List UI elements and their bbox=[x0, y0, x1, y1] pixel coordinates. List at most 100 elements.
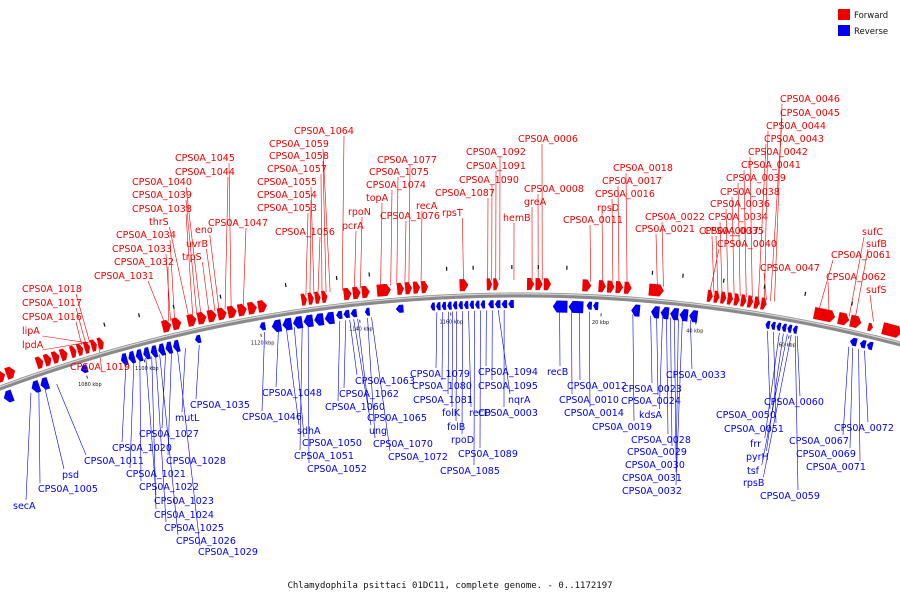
forward-gene-label: CPS0A_0062 bbox=[826, 272, 886, 283]
leader-line bbox=[719, 221, 723, 294]
forward-gene-arrow bbox=[623, 281, 632, 294]
forward-gene-label: CPS0A_1033 bbox=[112, 244, 172, 255]
reverse-gene-label: CPS0A_0050 bbox=[716, 410, 776, 421]
reverse-gene-arrow bbox=[350, 309, 358, 318]
reverse-gene-arrow bbox=[771, 321, 776, 330]
leader-line bbox=[139, 359, 142, 482]
forward-gene-label: rpoN bbox=[348, 207, 371, 218]
leader-line bbox=[310, 186, 315, 295]
forward-gene-label: CPS0A_1075 bbox=[369, 167, 429, 178]
leader-line bbox=[305, 212, 309, 296]
forward-gene-arrow bbox=[226, 305, 237, 319]
leader-line bbox=[293, 327, 305, 438]
reverse-gene-arrow bbox=[3, 389, 15, 403]
forward-gene-arrow bbox=[849, 314, 862, 328]
leader-line bbox=[343, 320, 347, 389]
forward-gene-arrow bbox=[4, 366, 16, 380]
forward-gene-arrow bbox=[486, 278, 493, 291]
reverse-gene-label: CPS0A_1089 bbox=[458, 449, 518, 460]
forward-gene-arrow bbox=[404, 282, 412, 295]
reverse-gene-arrow bbox=[765, 320, 771, 329]
forward-gene-arrow bbox=[89, 339, 97, 352]
leader-line bbox=[611, 198, 614, 283]
leader-line bbox=[25, 392, 32, 501]
leader-line bbox=[228, 162, 232, 308]
forward-gene-label: hemB bbox=[503, 213, 531, 224]
reverse-gene-arrow bbox=[859, 340, 867, 349]
feature-marker bbox=[851, 301, 854, 306]
leader-line bbox=[185, 186, 202, 315]
forward-gene-arrow bbox=[300, 293, 307, 306]
forward-gene-arrow bbox=[216, 307, 227, 321]
forward-gene-arrow bbox=[615, 281, 624, 294]
leader-line bbox=[360, 216, 363, 289]
reverse-gene-label: CPS0A_0051 bbox=[724, 424, 784, 435]
reverse-gene-label: CPS0A_1048 bbox=[262, 388, 322, 399]
forward-gene-label: greA bbox=[524, 197, 547, 208]
forward-gene-label: sufS bbox=[866, 285, 886, 296]
leader-line bbox=[711, 235, 715, 293]
forward-gene-arrow bbox=[34, 356, 44, 370]
reverse-gene-label: CPS0A_1046 bbox=[242, 412, 302, 423]
leader-line bbox=[461, 311, 463, 435]
reverse-gene-arrow bbox=[850, 337, 858, 347]
scale-tick-label: 1080 kbp bbox=[78, 382, 102, 388]
leader-line bbox=[749, 156, 753, 298]
reverse-gene-label: CPS0A_0023 bbox=[622, 384, 682, 395]
leader-line bbox=[589, 224, 591, 282]
reverse-gene-arrow bbox=[259, 322, 266, 331]
leader-line bbox=[242, 227, 247, 306]
reverse-gene-label: CPS0A_1051 bbox=[294, 451, 354, 462]
forward-gene-arrow bbox=[58, 348, 68, 362]
leader-line bbox=[286, 328, 300, 426]
forward-gene-label: CPS0A_1087 bbox=[435, 188, 495, 199]
scale-tick-label: 1100 kbp bbox=[135, 366, 159, 372]
reverse-gene-arrow bbox=[395, 304, 404, 313]
reverse-gene-label: CPS0A_1029 bbox=[198, 547, 258, 558]
reverse-gene-arrow bbox=[31, 380, 42, 393]
leader-line bbox=[396, 176, 399, 286]
leader-line bbox=[617, 185, 620, 284]
reverse-gene-label: CPS0A_1005 bbox=[38, 484, 98, 495]
leader-line bbox=[763, 334, 792, 478]
leader-line bbox=[650, 315, 653, 384]
reverse-gene-label: nqrA bbox=[508, 395, 531, 406]
reverse-gene-label: CPS0A_1080 bbox=[412, 381, 472, 392]
leader-line bbox=[408, 164, 411, 285]
leader-line bbox=[147, 280, 165, 323]
forward-gene-arrow bbox=[837, 312, 850, 326]
forward-gene-arrow bbox=[50, 351, 60, 364]
forward-gene-arrow bbox=[760, 297, 767, 310]
reverse-gene-label: recD bbox=[469, 408, 491, 419]
forward-gene-arrow bbox=[713, 290, 720, 303]
reverse-gene-arrow bbox=[128, 350, 137, 364]
forward-gene-label: CPS0A_1076 bbox=[380, 211, 440, 222]
leader-line bbox=[155, 355, 167, 523]
genome-caption: Chlamydophila psittaci 01DC11, complete … bbox=[287, 581, 612, 591]
reverse-gene-label: folB bbox=[447, 422, 465, 433]
leader-line bbox=[435, 312, 438, 369]
leader-line bbox=[38, 390, 41, 484]
feature-marker bbox=[722, 278, 725, 283]
forward-gene-arrow bbox=[343, 287, 352, 301]
forward-gene-label: lpdA bbox=[22, 340, 44, 351]
reverse-gene-label: CPS0A_1011 bbox=[84, 456, 144, 467]
leader-line bbox=[320, 173, 323, 293]
forward-gene-label: CPS0A_0037 bbox=[699, 226, 759, 237]
leader-line bbox=[129, 361, 135, 469]
forward-gene-arrow bbox=[420, 281, 429, 294]
leader-line bbox=[743, 169, 747, 297]
reverse-gene-arrow bbox=[480, 300, 486, 309]
forward-gene-arrow bbox=[740, 294, 747, 307]
reverse-gene-label: CPS0A_0012 bbox=[567, 381, 627, 392]
forward-gene-arrow bbox=[246, 301, 257, 315]
forward-gene-arrow bbox=[321, 290, 328, 303]
reverse-gene-label: kdsA bbox=[639, 410, 662, 421]
forward-gene-label: CPS0A_0034 bbox=[708, 212, 768, 223]
reverse-gene-arrow bbox=[660, 307, 670, 320]
feature-marker bbox=[284, 283, 287, 288]
reverse-gene-label: CPS0A_0028 bbox=[631, 435, 691, 446]
forward-gene-label: CPS0A_0036 bbox=[710, 199, 770, 210]
leader-line bbox=[353, 319, 372, 426]
leader-line bbox=[818, 259, 834, 310]
